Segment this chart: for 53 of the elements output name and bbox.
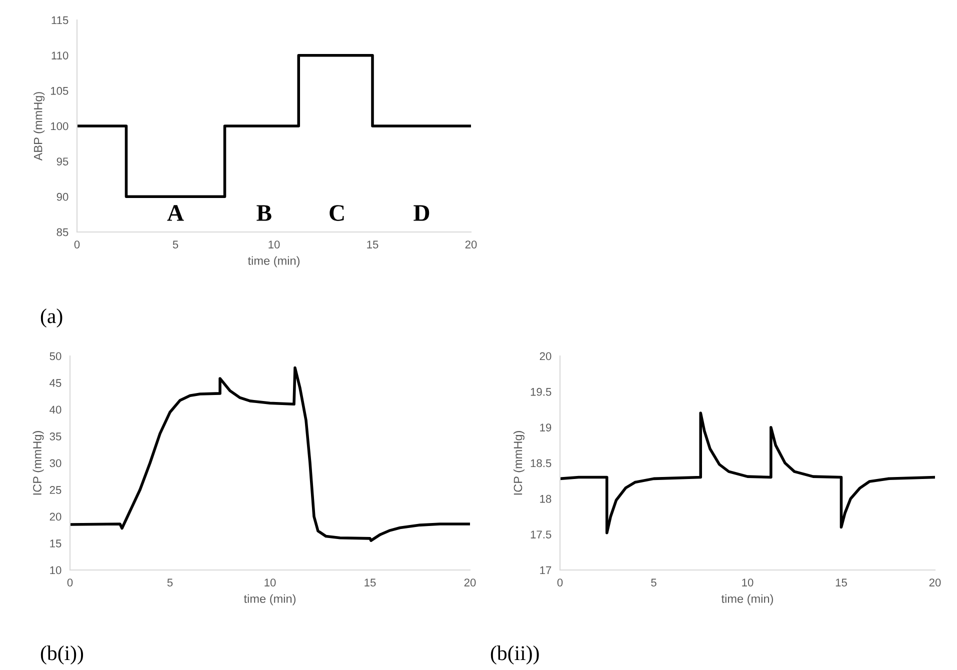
x-tick-label: 15 (836, 578, 847, 586)
y-tick-label: 95 (56, 158, 68, 166)
x-tick-label: 5 (172, 240, 178, 248)
y-tick-label: 115 (52, 16, 68, 24)
x-tick-label: 15 (367, 240, 378, 248)
x-tick-label: 20 (929, 578, 941, 586)
y-axis-title: ICP (mmHg) (513, 431, 524, 495)
text: (a) (40, 308, 62, 328)
x-tick-label: 5 (167, 578, 173, 586)
x-axis-title: time (min) (721, 594, 774, 606)
y-tick-label: 10 (50, 566, 62, 574)
y-tick-label: 30 (50, 459, 62, 468)
annotation: D (414, 205, 430, 221)
x-axis-title: time (min) (244, 594, 296, 606)
x-tick-label: 20 (465, 240, 477, 248)
annotation: C (330, 205, 344, 221)
y-tick-label: 90 (56, 192, 68, 201)
y-tick-label: 105 (50, 86, 68, 95)
x-tick-label: 0 (74, 240, 80, 248)
y-tick-label: 17.5 (530, 530, 552, 538)
y-tick-label: 50 (50, 352, 62, 360)
y-tick-label: 85 (56, 228, 68, 236)
annotation: B (256, 205, 272, 221)
text: (b(ii)) (490, 646, 539, 664)
y-tick-label: 35 (50, 432, 62, 440)
y-tick-label: 18.5 (530, 459, 552, 468)
y-tick-label: 15 (50, 540, 62, 548)
x-tick-label: 0 (67, 578, 73, 586)
y-axis-title: ICP (mmHg) (32, 431, 44, 495)
x-axis-title: time (min) (248, 256, 300, 268)
x-tick-label: 20 (464, 578, 476, 586)
y-tick-label: 18 (540, 494, 552, 503)
x-tick-label: 5 (651, 578, 656, 586)
y-tick-label: 110 (52, 52, 68, 60)
y-tick-label: 25 (50, 486, 62, 494)
y-tick-label: 45 (50, 379, 62, 387)
x-tick-label: 0 (557, 578, 563, 586)
line-series (560, 412, 935, 534)
y-tick-label: 20 (50, 512, 62, 521)
y-tick-label: 40 (50, 406, 62, 414)
x-tick-label: 15 (364, 578, 376, 586)
y-axis-title: ABP (mmHg) (34, 92, 45, 161)
x-tick-label: 10 (264, 578, 276, 586)
line-series (70, 366, 470, 542)
y-tick-label: 20 (540, 352, 552, 360)
annotation: A (167, 205, 184, 221)
x-tick-label: 10 (268, 240, 280, 248)
y-tick-label: 17 (540, 566, 552, 574)
y-tick-label: 19.5 (530, 388, 552, 396)
y-tick-label: 19 (540, 424, 552, 432)
x-tick-label: 10 (742, 578, 754, 586)
y-tick-label: 100 (50, 122, 68, 130)
text: (b(i)) (40, 646, 84, 664)
